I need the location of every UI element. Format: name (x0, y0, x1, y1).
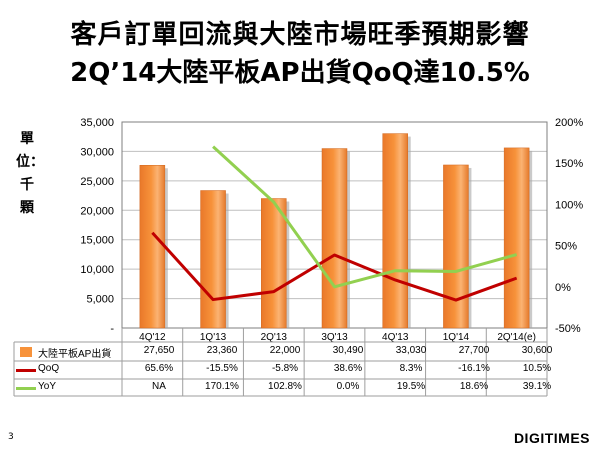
table-cell: 22,000 (269, 345, 301, 356)
x-tick-label: 4Q'12 (139, 332, 166, 343)
y-left-tick-label: 20,000 (80, 205, 114, 217)
title-line-1: 客戶訂單回流與大陸市場旺季預期影響 (70, 20, 530, 50)
x-tick-label: 1Q'14 (443, 332, 470, 343)
unit-label: 單位：千顆 (16, 131, 44, 216)
digitimes-logo: DIGITIMES (513, 430, 590, 446)
table-cell: 30,490 (332, 345, 364, 356)
y-right-tick-label: 200% (555, 117, 583, 129)
page-number: 3 (8, 432, 14, 442)
legend-yoy-swatch (16, 387, 36, 390)
table-cell: 39.1% (522, 381, 552, 392)
table-cell: 0.0% (336, 381, 360, 392)
y-right-tick-label: 150% (555, 158, 583, 170)
table-cell: NA (152, 381, 166, 392)
y-left-tick-label: 35,000 (80, 117, 114, 129)
y-left-tick-label: 15,000 (80, 235, 114, 247)
y-left-tick-label: 30,000 (80, 146, 114, 158)
legend-bar-swatch (20, 347, 32, 357)
y-left-tick-label: 25,000 (80, 176, 114, 188)
table-cell: 18.6% (459, 381, 489, 392)
table-cell: 19.5% (396, 381, 426, 392)
y-right-tick-label: 50% (555, 241, 577, 253)
x-tick-label: 2Q'14(e) (497, 332, 536, 343)
table-cell: 102.8% (268, 381, 302, 392)
title-line-2: 2Q’14大陸平板AP出貨QoQ達10.5% (70, 58, 530, 88)
legend-qoq-label: QoQ (38, 363, 60, 374)
bar (443, 164, 469, 329)
table-cell: 27,700 (458, 345, 490, 356)
legend-bar: 大陸平板AP出貨 (14, 344, 124, 360)
x-tick-label: 4Q'13 (382, 332, 409, 343)
table-cell: 23,360 (206, 345, 238, 356)
table-cell: 38.6% (333, 363, 363, 374)
legend-yoy-label: YoY (38, 381, 56, 392)
y-right-tick-label: 100% (555, 199, 583, 211)
bar (321, 148, 348, 329)
table-cell: -5.8% (271, 363, 299, 374)
bar (261, 198, 287, 329)
x-tick-label: 3Q'13 (321, 332, 348, 343)
legend-qoq: QoQ (14, 362, 124, 378)
legend-bar-label: 大陸平板AP出貨 (38, 349, 112, 360)
table-cell: 8.3% (399, 363, 423, 374)
bar (139, 165, 166, 329)
qoq-line (151, 231, 518, 302)
y-left-tick-label: 5,000 (86, 294, 114, 306)
y-right-tick-label: 0% (555, 282, 571, 294)
legend-yoy: YoY (14, 380, 124, 396)
y-left-tick-label: 10,000 (80, 264, 114, 276)
bar (503, 147, 530, 329)
table-cell: 30,600 (521, 345, 553, 356)
table-cell: 65.6% (144, 363, 174, 374)
x-tick-label: 2Q'13 (261, 332, 288, 343)
table-cell: 10.5% (522, 363, 552, 374)
y-left-tick-label: - (110, 323, 114, 335)
table-cell: -15.5% (206, 363, 238, 374)
bar (382, 133, 408, 329)
table-cell: 33,030 (395, 345, 427, 356)
table-cell: 27,650 (143, 345, 175, 356)
yoy-line (212, 145, 518, 289)
bar (200, 190, 226, 329)
y-right-tick-label: -50% (555, 323, 581, 335)
table-cell: -16.1% (458, 363, 490, 374)
table-cell: 170.1% (205, 381, 239, 392)
legend-qoq-swatch (16, 369, 36, 372)
x-tick-label: 1Q'13 (200, 332, 227, 343)
